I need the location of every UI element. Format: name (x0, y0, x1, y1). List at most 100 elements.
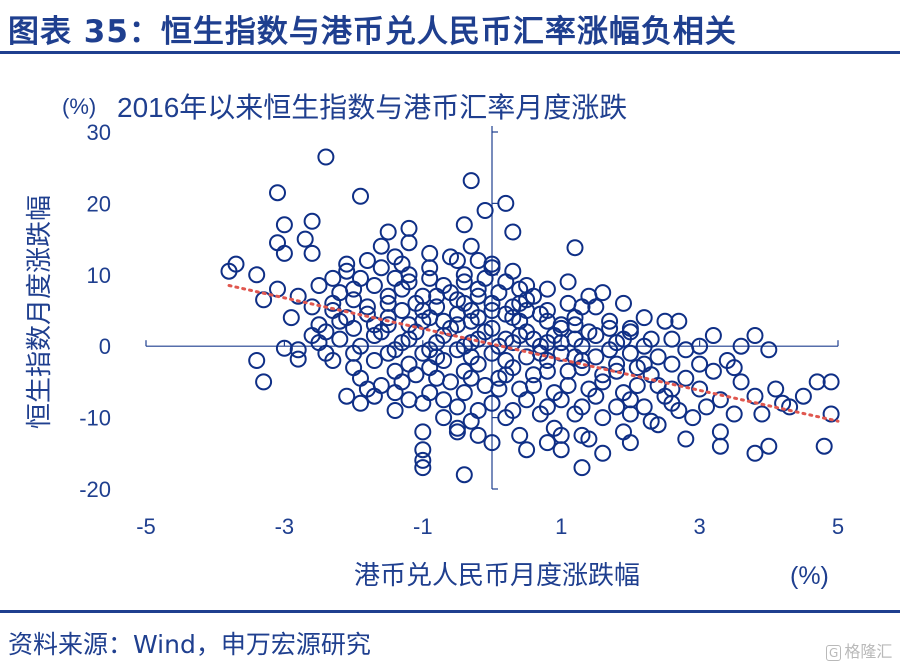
data-point (594, 284, 612, 302)
data-point (822, 405, 840, 423)
data-point (566, 239, 584, 257)
data-point (511, 380, 529, 398)
data-point (448, 423, 466, 441)
data-point (469, 309, 487, 327)
data-point (635, 398, 653, 416)
data-point (649, 377, 667, 394)
data-point (559, 273, 577, 291)
data-point (490, 284, 508, 302)
data-point (573, 459, 591, 477)
data-point (421, 259, 439, 277)
data-point (255, 373, 273, 391)
data-point (691, 355, 709, 373)
data-point (303, 212, 321, 230)
data-point (345, 359, 363, 377)
data-point (497, 330, 515, 348)
data-point (448, 305, 466, 323)
data-point (345, 291, 363, 309)
data-point (497, 352, 515, 369)
data-point (386, 402, 404, 419)
data-point (538, 280, 556, 298)
y-tick-label: 0 (99, 334, 111, 359)
data-point (469, 252, 487, 269)
data-point (324, 294, 342, 312)
data-point (407, 366, 425, 384)
y-tick-label: -20 (79, 477, 111, 502)
data-point (545, 384, 563, 402)
data-point (670, 312, 688, 330)
data-point (400, 391, 418, 409)
data-point (386, 384, 404, 402)
data-point (400, 219, 418, 237)
data-point (760, 437, 778, 455)
data-point (345, 280, 363, 298)
title-rule (0, 51, 900, 54)
data-point (476, 269, 494, 287)
data-point (538, 302, 556, 319)
data-point (358, 252, 376, 269)
data-point (698, 398, 715, 416)
y-tick-label: -10 (79, 406, 111, 431)
figure-title: 图表 35：恒生指数与港币兑人民币汇率涨幅负相关 (8, 14, 737, 50)
data-point (476, 377, 494, 394)
data-point (352, 369, 369, 387)
data-point (677, 341, 695, 359)
data-point (289, 350, 307, 368)
data-point (345, 319, 363, 337)
data-point (573, 426, 591, 444)
data-point (324, 269, 342, 287)
data-point (767, 380, 785, 398)
data-point (663, 330, 681, 348)
x-tick-label: -5 (136, 514, 156, 539)
data-point (317, 148, 335, 166)
data-point (448, 398, 466, 416)
data-point (608, 355, 626, 373)
data-point (642, 412, 660, 430)
data-point (601, 341, 619, 359)
data-point (414, 302, 432, 319)
data-point (531, 337, 549, 355)
data-point (289, 287, 307, 305)
data-point (559, 377, 577, 394)
data-point (421, 384, 439, 402)
data-point (393, 302, 411, 319)
data-point (393, 373, 411, 391)
data-point (483, 302, 501, 319)
data-point (608, 398, 626, 416)
data-point (497, 273, 515, 291)
data-point (483, 434, 501, 452)
data-point (428, 369, 446, 387)
data-point (580, 380, 598, 398)
data-point (455, 216, 473, 234)
data-point (580, 287, 598, 305)
data-point (711, 437, 729, 455)
data-point (476, 202, 494, 219)
data-point (317, 344, 335, 362)
data-point (331, 284, 349, 302)
data-point (338, 309, 356, 327)
data-point (594, 409, 612, 427)
data-point (566, 316, 584, 334)
data-point (372, 237, 390, 255)
data-point (711, 391, 729, 409)
data-point (504, 309, 522, 327)
data-point (310, 277, 328, 294)
chart-title: 2016年以来恒生指数与港币汇率月度涨跌 (117, 92, 627, 123)
y-tick-label: 30 (87, 120, 111, 145)
data-point (352, 187, 369, 205)
data-point (386, 362, 404, 380)
data-point (435, 312, 453, 330)
x-tick-label: 1 (555, 514, 567, 539)
data-point (615, 294, 632, 312)
data-point (379, 294, 397, 312)
data-point (352, 337, 369, 355)
data-point (448, 419, 466, 437)
data-point (815, 437, 833, 455)
data-point (677, 369, 695, 387)
x-axis-label: 港币兑人民币月度涨跌幅 (354, 560, 640, 590)
source-note: 资料来源：Wind，申万宏源研究 (8, 630, 371, 659)
tick-labels: -5 -3 -1 1 3 5 30 20 10 0 -10 -20 (79, 120, 844, 539)
data-point (421, 244, 439, 262)
data-point (587, 298, 605, 316)
data-point (794, 387, 812, 405)
